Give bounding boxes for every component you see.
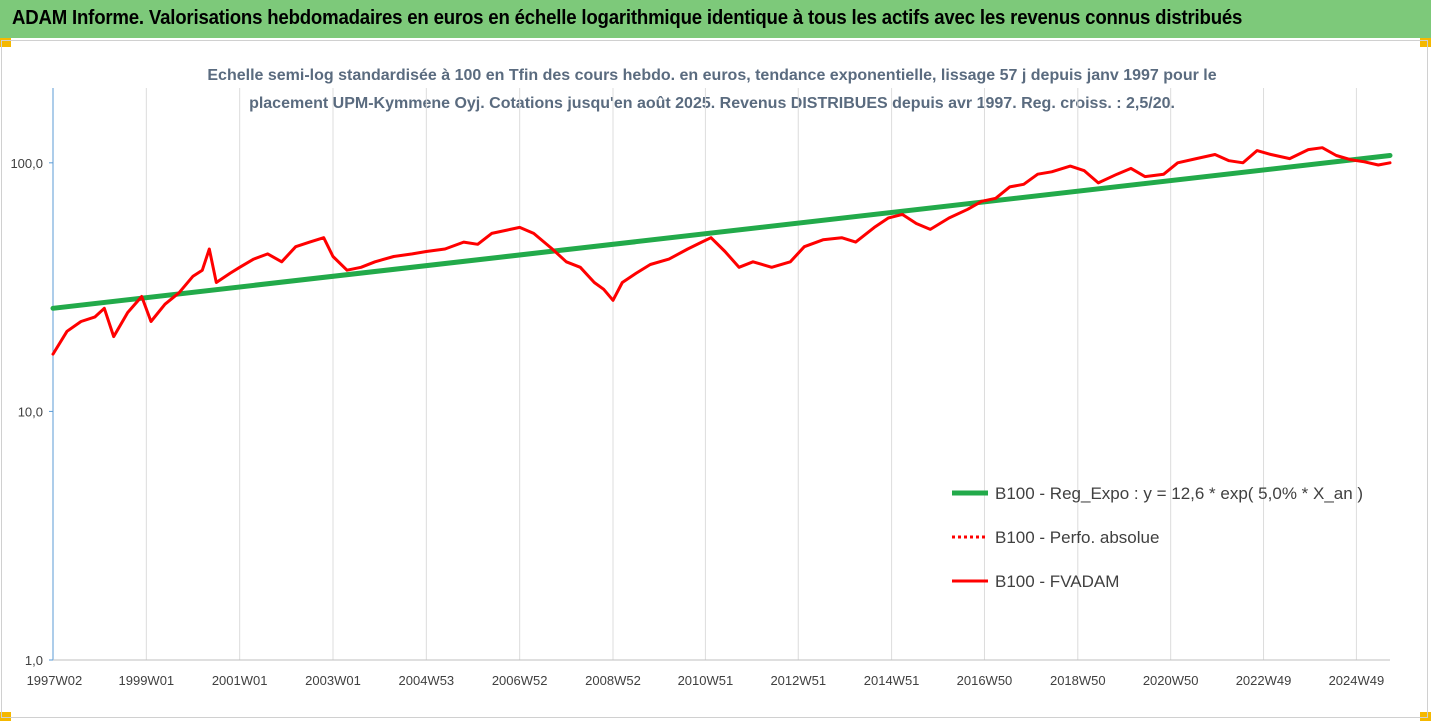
corner-mark-left [0, 38, 11, 47]
legend: B100 - Reg_Expo : y = 12,6 * exp( 5,0% *… [952, 484, 1363, 591]
y-tick-label: 10,0 [18, 404, 43, 419]
y-tick-label: 1,0 [25, 653, 43, 668]
x-tick-label: 2006W52 [492, 673, 548, 688]
series-layer [50, 146, 1393, 356]
corner-mark-bottom-right [1420, 712, 1431, 721]
x-tick-label: 2022W49 [1236, 673, 1292, 688]
corner-mark-bottom-left [0, 712, 11, 721]
x-tick-label: 2010W51 [678, 673, 734, 688]
legend-entry: B100 - Perfo. absolue [995, 528, 1159, 547]
chart-frame [1, 40, 1428, 718]
x-tick-label: 2014W51 [864, 673, 920, 688]
chart-subtitle-line-1: Echelle semi-log standardisée à 100 en T… [207, 67, 1216, 84]
x-tick-label: 2008W52 [585, 673, 641, 688]
y-tick-label: 100,0 [10, 156, 43, 171]
x-tick-label: 2004W53 [399, 673, 455, 688]
x-tick-label: 1999W01 [119, 673, 175, 688]
x-tick-label: 2020W50 [1143, 673, 1199, 688]
x-tick-label: 2024W49 [1329, 673, 1385, 688]
trend-line [50, 153, 1393, 311]
grid [145, 88, 1357, 660]
x-tick-label: 1997W02 [27, 673, 83, 688]
report-title: ADAM Informe. Valorisations hebdomadaire… [12, 7, 1243, 29]
axes: 1997W02 1999W01 2001W01 2003W01 2004W53 2006W… [10, 88, 1390, 688]
chart-subtitle-line-2: placement UPM-Kymmene Oyj. Cotations jus… [249, 95, 1175, 112]
x-tick-label: 2018W50 [1050, 673, 1106, 688]
series-line [51, 146, 1392, 356]
header-banner: ADAM Informe. Valorisations hebdomadaire… [0, 0, 1431, 38]
legend-entry: B100 - Reg_Expo : y = 12,6 * exp( 5,0% *… [995, 484, 1363, 503]
legend-entry: B100 - FVADAM [995, 572, 1119, 591]
x-tick-label: 2003W01 [305, 673, 361, 688]
x-tick-label: 2012W51 [770, 673, 826, 688]
x-tick-label: 2001W01 [212, 673, 268, 688]
corner-mark-right [1420, 38, 1431, 47]
x-tick-label: 2016W50 [957, 673, 1013, 688]
